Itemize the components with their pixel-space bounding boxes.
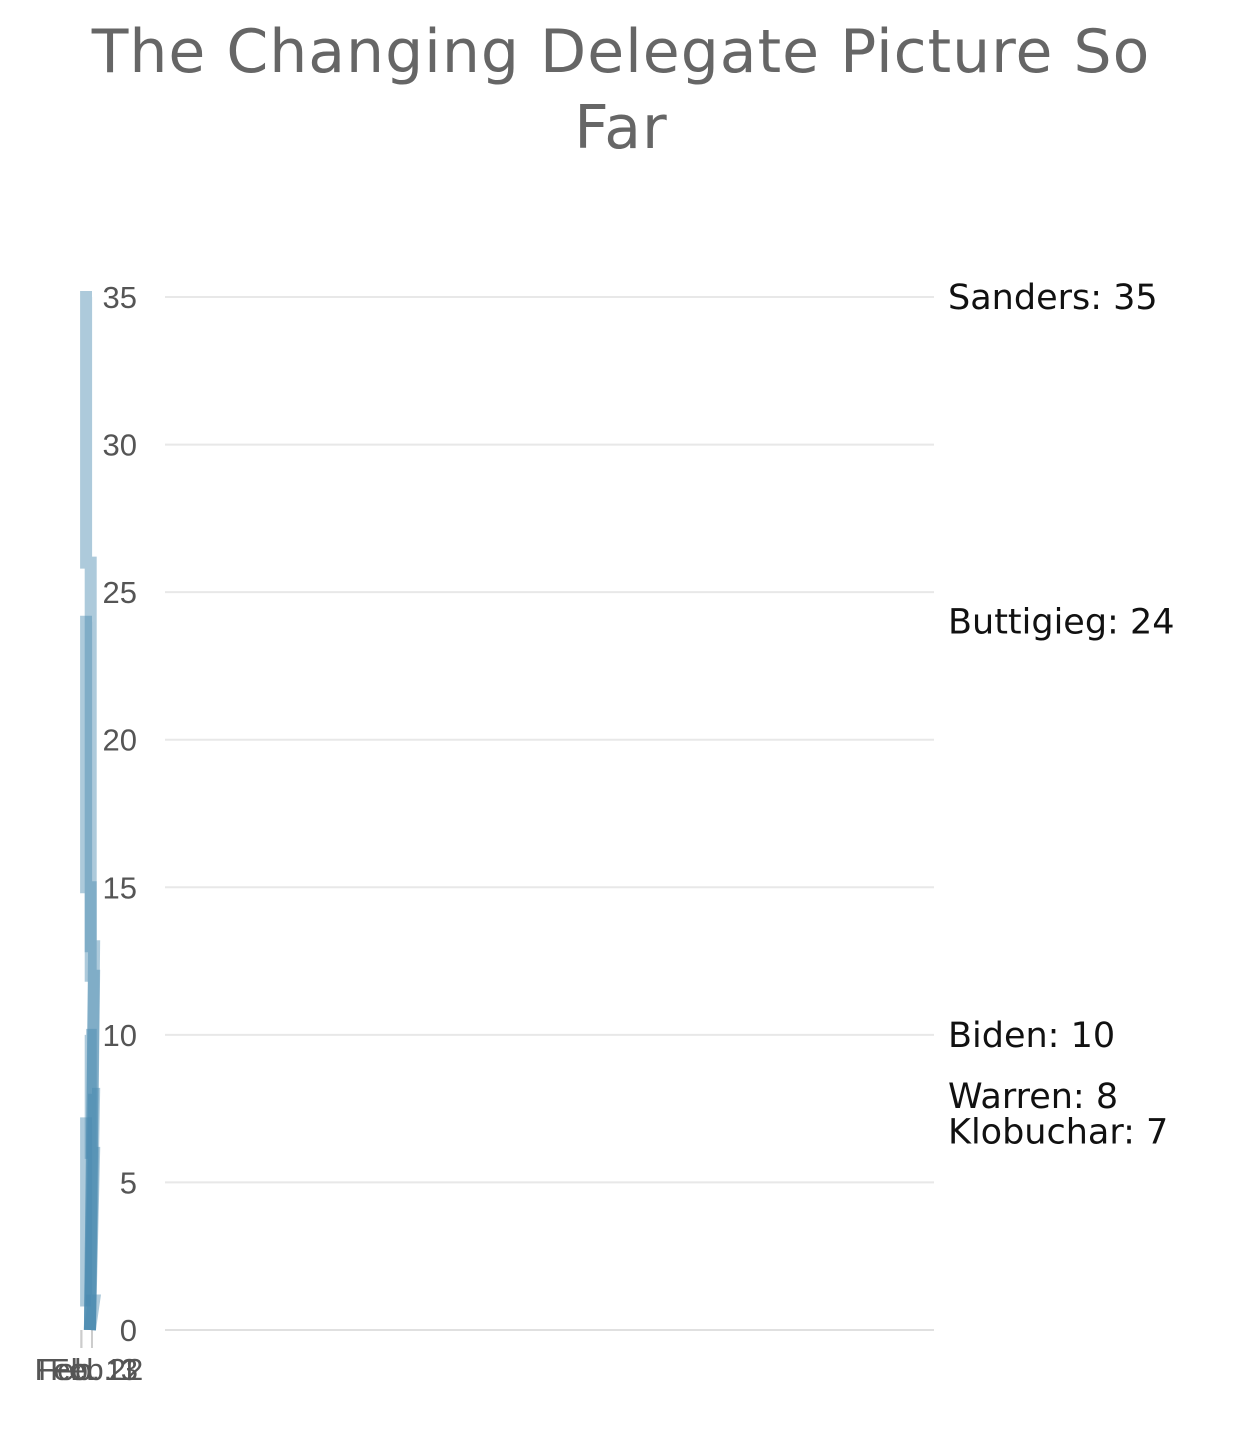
x-tick-label: Feb. 11: [35, 1352, 138, 1387]
x-tick-label: Feb. 3: [50, 1352, 138, 1387]
y-tick-label: 20: [103, 723, 137, 758]
y-tick-label: 10: [103, 1018, 137, 1053]
end-labels: Sanders: 35 Buttigieg: 24 Biden: 10 Warren:…: [948, 278, 1175, 1152]
series-line-klobuchar: [80, 1117, 102, 1331]
end-label-sanders: Sanders: 35: [948, 278, 1158, 318]
y-tick-label: 30: [103, 428, 137, 463]
y-tick-label: 0: [120, 1313, 137, 1348]
x-tick-label: Feb. 22: [38, 1352, 143, 1387]
series-line-buttigieg: [80, 615, 101, 1331]
end-label-biden: Biden: 10: [948, 1016, 1115, 1056]
end-label-klobuchar: Klobuchar: 7: [948, 1112, 1168, 1152]
y-tick-label: 5: [120, 1165, 137, 1200]
end-label-warren: Warren: 8: [948, 1077, 1118, 1117]
series-line-biden: [83, 1028, 101, 1331]
y-tick-label: 25: [103, 575, 137, 610]
series-line-sanders: [80, 291, 101, 1331]
y-tick-label: 15: [103, 870, 137, 905]
y-tick-label: 35: [103, 280, 137, 315]
series-line-warren: [83, 1087, 101, 1331]
grid: [165, 296, 934, 1331]
chart-title: The Changing Delegate Picture So Far: [91, 17, 1151, 163]
end-label-buttigieg: Buttigieg: 24: [948, 603, 1175, 643]
series-lines: [80, 291, 102, 1331]
